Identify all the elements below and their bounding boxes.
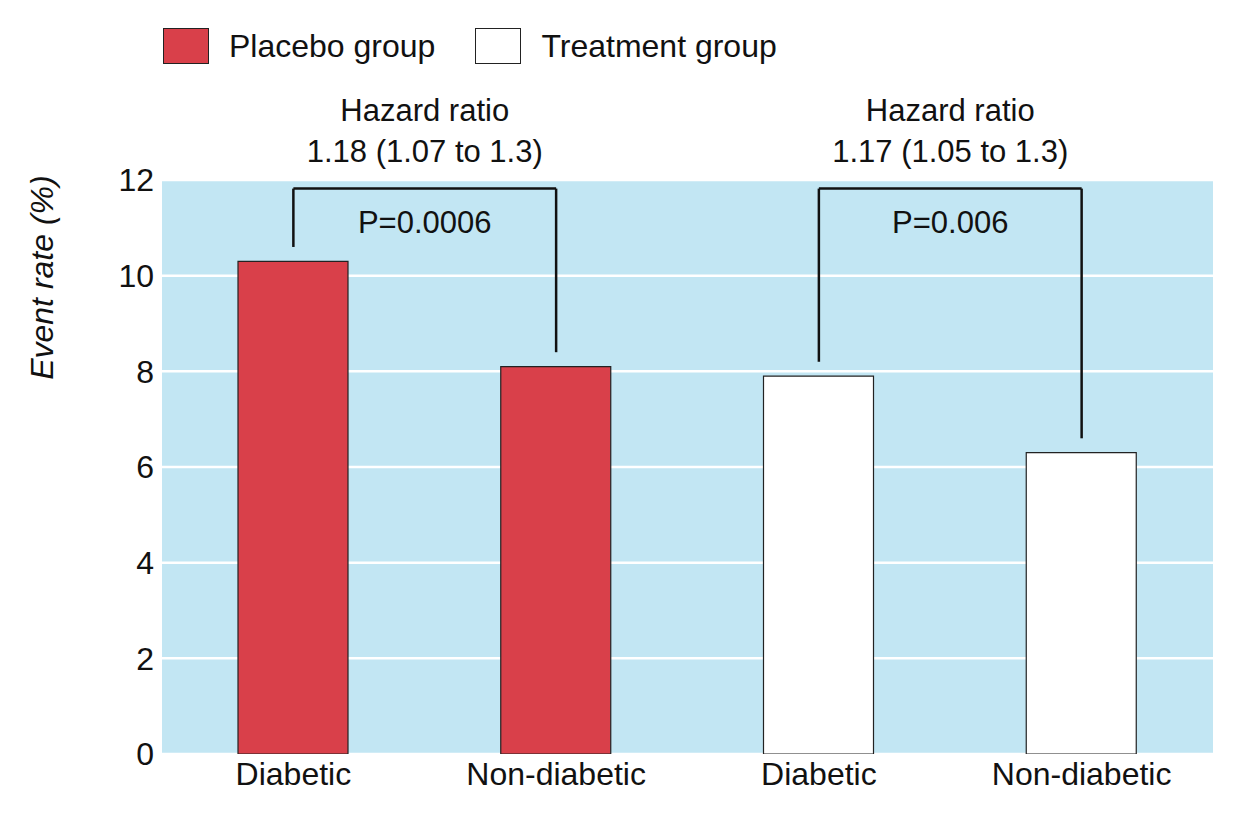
- svg-text:Diabetic: Diabetic: [236, 756, 352, 792]
- svg-text:10: 10: [118, 258, 154, 294]
- svg-text:Diabetic: Diabetic: [761, 756, 877, 792]
- svg-text:2: 2: [136, 641, 154, 677]
- svg-text:8: 8: [136, 354, 154, 390]
- svg-text:12: 12: [118, 162, 154, 198]
- svg-text:Hazard ratio: Hazard ratio: [866, 93, 1035, 128]
- svg-text:4: 4: [136, 545, 154, 581]
- svg-text:1.18 (1.07 to 1.3): 1.18 (1.07 to 1.3): [307, 134, 543, 169]
- svg-text:0: 0: [136, 736, 154, 772]
- svg-text:6: 6: [136, 449, 154, 485]
- svg-text:Hazard ratio: Hazard ratio: [340, 93, 509, 128]
- svg-text:Non-diabetic: Non-diabetic: [992, 756, 1172, 792]
- svg-text:Event rate (%): Event rate (%): [24, 175, 60, 380]
- svg-text:P=0.006: P=0.006: [892, 205, 1008, 240]
- svg-text:Non-diabetic: Non-diabetic: [466, 756, 646, 792]
- html-text:Treatment group: Treatment group: [541, 28, 777, 64]
- html-text:Placebo group: Placebo group: [229, 28, 436, 64]
- svg-text:1.17 (1.05 to 1.3): 1.17 (1.05 to 1.3): [832, 134, 1068, 169]
- svg-text:P=0.0006: P=0.0006: [358, 205, 492, 240]
